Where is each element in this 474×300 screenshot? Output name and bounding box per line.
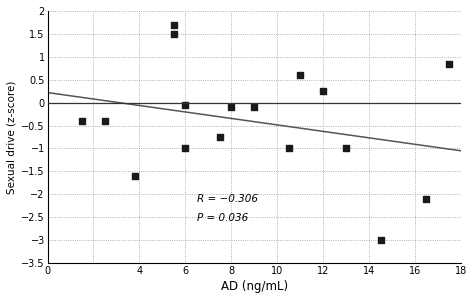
- Point: [250, 105, 258, 110]
- Point: [182, 146, 189, 151]
- Point: [182, 103, 189, 107]
- Point: [216, 135, 224, 140]
- Point: [296, 73, 304, 77]
- Point: [423, 196, 430, 201]
- Point: [78, 118, 86, 123]
- Y-axis label: Sexual drive (z-score): Sexual drive (z-score): [7, 80, 17, 194]
- Point: [285, 146, 292, 151]
- Point: [131, 174, 138, 178]
- Point: [101, 118, 109, 123]
- Point: [170, 22, 178, 27]
- Point: [228, 105, 235, 110]
- Text: R = −0.306: R = −0.306: [197, 194, 258, 203]
- Point: [342, 146, 350, 151]
- Point: [377, 238, 384, 243]
- Point: [446, 61, 453, 66]
- X-axis label: AD (ng/mL): AD (ng/mL): [221, 280, 288, 293]
- Point: [170, 32, 178, 36]
- Text: P = 0.036: P = 0.036: [197, 213, 248, 223]
- Point: [319, 89, 327, 94]
